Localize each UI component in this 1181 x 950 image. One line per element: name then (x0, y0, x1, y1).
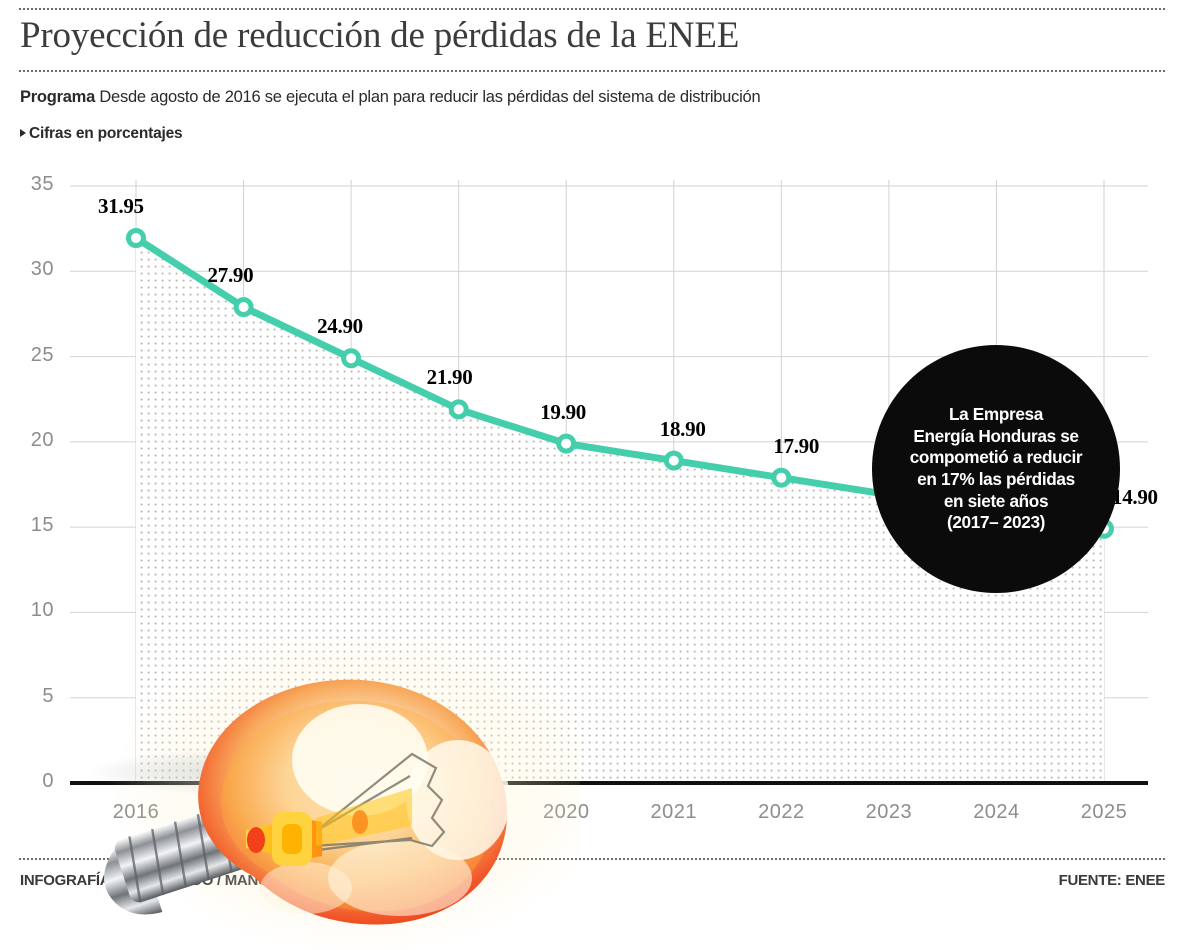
data-point-label: 21.90 (426, 365, 473, 390)
chart: 0 5 10 15 20 25 30 35 2016 2017 2018 2019 2020 2021 2… (0, 160, 1181, 950)
subtitle: Programa Desde agosto de 2016 se ejecuta… (20, 88, 761, 107)
data-point-marker (556, 433, 577, 454)
infographic-page: Proyección de reducción de pérdidas de l… (0, 6, 1181, 950)
x-axis-tick-label: 2019 (435, 801, 482, 823)
title-divider (18, 68, 1167, 72)
callout-text: La Empresa Energía Honduras se compometi… (909, 403, 1083, 533)
data-point-label: 14.90 (1112, 484, 1158, 509)
units-note-label: Cifras en porcentajes (29, 125, 183, 142)
x-axis-tick-label: 2025 (1080, 801, 1128, 823)
y-axis-tick-label: 10 (30, 599, 54, 622)
data-point-marker (341, 348, 362, 369)
x-axis-tick-label: 2021 (650, 801, 698, 823)
y-axis-tick-label: 20 (30, 428, 54, 451)
footer-credit: INFOGRAFÍA: EL HERALDO / MANUEL RODRÍGUE… (20, 872, 378, 889)
data-point-label: 19.90 (540, 399, 586, 424)
y-axis-tick-label: 30 (30, 258, 54, 281)
data-point-label: 17.90 (773, 433, 820, 458)
y-axis-tick-label: 35 (30, 173, 54, 195)
subtitle-rest: Desde agosto de 2016 se ejecuta el plan … (95, 88, 761, 106)
x-axis-tick-label: 2018 (327, 801, 375, 823)
data-point-label: 18.90 (659, 416, 706, 441)
footer-source: FUENTE: ENEE (1058, 872, 1166, 889)
y-axis-tick-label: 25 (30, 343, 54, 366)
top-divider (18, 6, 1167, 10)
subtitle-lead: Programa (20, 88, 96, 106)
units-note: Cifras en porcentajes (20, 125, 183, 143)
data-point-marker (448, 399, 469, 420)
x-axis-tick-label: 2017 (220, 801, 267, 823)
callout-bubble: La Empresa Energía Honduras se compometi… (872, 345, 1120, 593)
y-axis-tick-label: 15 (30, 514, 54, 537)
data-point-label: 27.90 (207, 263, 254, 288)
y-axis-tick-label: 0 (42, 770, 54, 792)
x-axis-tick-label: 2022 (758, 801, 805, 823)
x-axis-tick-label: 2023 (865, 801, 913, 823)
data-point-label: 24.90 (317, 314, 363, 339)
x-axis-tick-label: 2024 (973, 801, 1020, 823)
footer-divider (18, 856, 1167, 860)
data-point-label: 31.95 (98, 194, 144, 219)
page-title: Proyección de reducción de pérdidas de l… (20, 15, 740, 56)
x-axis-tick-label: 2020 (542, 801, 590, 823)
triangle-bullet-icon (20, 129, 26, 137)
data-point-marker (233, 297, 254, 318)
data-point-marker (771, 467, 792, 488)
data-point-marker (663, 450, 684, 471)
x-axis-tick-label: 2016 (112, 801, 160, 823)
y-axis-tick-label: 5 (42, 684, 54, 707)
data-point-marker (126, 228, 146, 248)
